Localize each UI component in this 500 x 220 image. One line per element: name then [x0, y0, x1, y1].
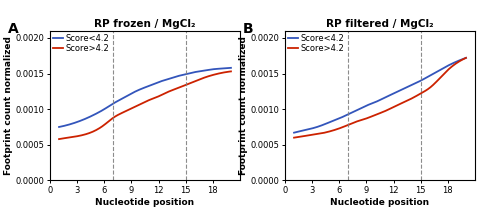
Score<4.2 — [228, 66, 234, 69]
X-axis label: Nucleotide position: Nucleotide position — [96, 198, 194, 207]
Title: RP filtered / MgCl₂: RP filtered / MgCl₂ — [326, 19, 434, 29]
Score>4.2 — [463, 57, 469, 59]
Score<4.2 — [448, 63, 454, 65]
Y-axis label: Footprint count normalized: Footprint count normalized — [239, 36, 248, 175]
Score<4.2 — [291, 131, 297, 134]
Line: Score>4.2: Score>4.2 — [294, 58, 466, 138]
Score>4.2 — [63, 137, 69, 139]
Score>4.2 — [214, 73, 220, 75]
Score<4.2 — [463, 57, 469, 59]
Score>4.2 — [448, 66, 454, 68]
Line: Score<4.2: Score<4.2 — [294, 58, 466, 133]
Score>4.2 — [220, 72, 226, 74]
Score>4.2 — [298, 135, 304, 138]
Score>4.2 — [228, 70, 234, 73]
Title: RP frozen / MgCl₂: RP frozen / MgCl₂ — [94, 19, 196, 29]
Text: A: A — [8, 22, 19, 36]
Score>4.2 — [302, 135, 308, 137]
Score<4.2 — [214, 68, 220, 70]
Score<4.2 — [337, 117, 343, 119]
Text: B: B — [243, 22, 254, 36]
Score<4.2 — [63, 124, 69, 127]
Y-axis label: Footprint count normalized: Footprint count normalized — [4, 36, 13, 175]
Score<4.2 — [323, 122, 329, 125]
Legend: Score<4.2, Score>4.2: Score<4.2, Score>4.2 — [52, 33, 110, 54]
Score<4.2 — [88, 115, 94, 117]
Score>4.2 — [323, 131, 329, 134]
Score>4.2 — [66, 136, 72, 139]
Line: Score<4.2: Score<4.2 — [59, 68, 231, 127]
Score>4.2 — [454, 61, 460, 64]
Score<4.2 — [454, 60, 460, 62]
Score<4.2 — [298, 130, 304, 132]
Score<4.2 — [220, 67, 226, 70]
Score>4.2 — [88, 131, 94, 134]
Score>4.2 — [291, 136, 297, 139]
Score>4.2 — [337, 127, 343, 130]
Score>4.2 — [102, 123, 108, 126]
Legend: Score<4.2, Score>4.2: Score<4.2, Score>4.2 — [288, 33, 346, 54]
Score>4.2 — [56, 138, 62, 140]
Score<4.2 — [302, 129, 308, 132]
Score<4.2 — [66, 123, 72, 126]
Score<4.2 — [102, 108, 108, 110]
Score<4.2 — [56, 126, 62, 128]
X-axis label: Nucleotide position: Nucleotide position — [330, 198, 430, 207]
Line: Score>4.2: Score>4.2 — [59, 72, 231, 139]
